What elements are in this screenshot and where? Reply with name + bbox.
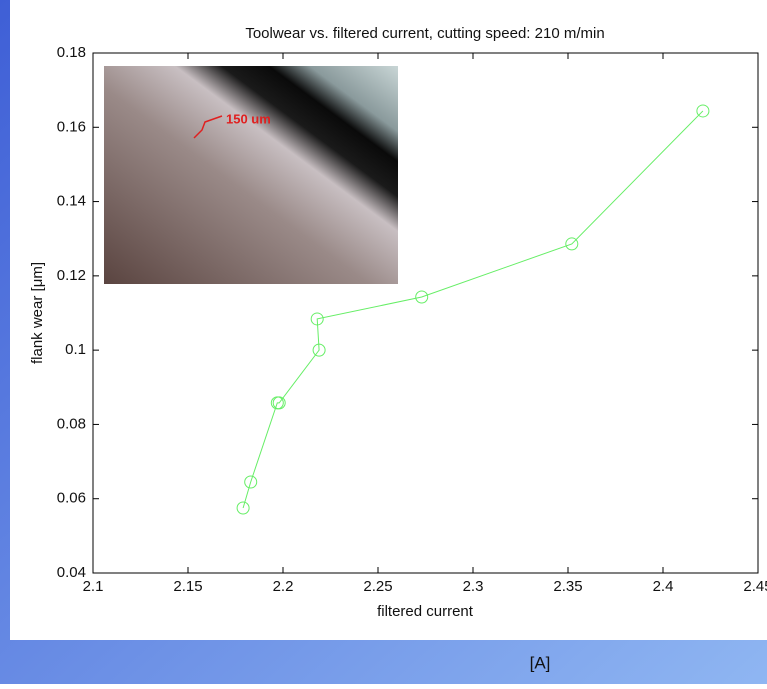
y-tick-label: 0.06 <box>57 490 86 507</box>
x-tick-label: 2.2 <box>273 578 294 595</box>
x-tick-label: 2.3 <box>463 578 484 595</box>
y-tick-label: 0.12 <box>57 267 86 284</box>
x-tick-label: 2.35 <box>553 578 582 595</box>
page: Toolwear vs. filtered current, cutting s… <box>0 0 767 684</box>
y-tick-label: 0.08 <box>57 415 86 432</box>
x-tick-label: 2.15 <box>173 578 202 595</box>
x-tick-label: 2.45 <box>743 578 767 595</box>
x-tick-label: 2.25 <box>363 578 392 595</box>
y-tick-label: 0.1 <box>65 341 86 358</box>
x-tick-label: 2.4 <box>653 578 674 595</box>
y-axis-label: flank wear [μm] <box>29 262 46 364</box>
y-tick-label: 0.16 <box>57 118 86 135</box>
chart-title: Toolwear vs. filtered current, cutting s… <box>245 25 604 42</box>
inset-photo <box>104 66 398 284</box>
inset-label: 150 um <box>226 111 271 126</box>
y-tick-label: 0.04 <box>57 564 86 581</box>
y-tick-label: 0.14 <box>57 193 86 210</box>
slide: Toolwear vs. filtered current, cutting s… <box>0 0 767 684</box>
caption: [A] <box>530 653 551 672</box>
x-axis-label: filtered current <box>377 603 474 620</box>
y-tick-label: 0.18 <box>57 44 86 61</box>
